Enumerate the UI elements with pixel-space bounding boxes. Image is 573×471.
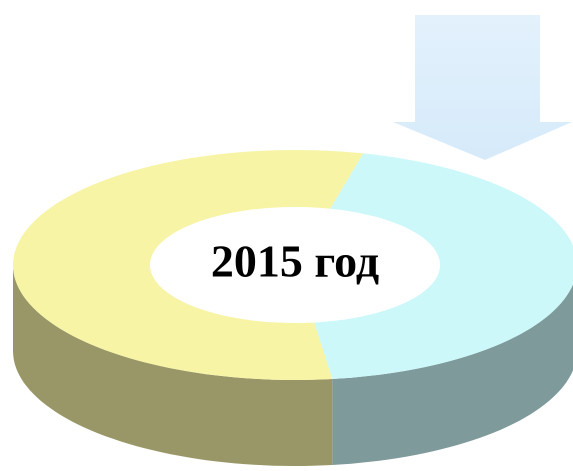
arrow (393, 15, 572, 160)
segment (13, 150, 364, 380)
segment-side (332, 284, 573, 465)
center-text: 2015 год (211, 236, 379, 287)
segment-side (13, 265, 333, 466)
doughnut (13, 150, 573, 466)
segment (314, 153, 573, 379)
